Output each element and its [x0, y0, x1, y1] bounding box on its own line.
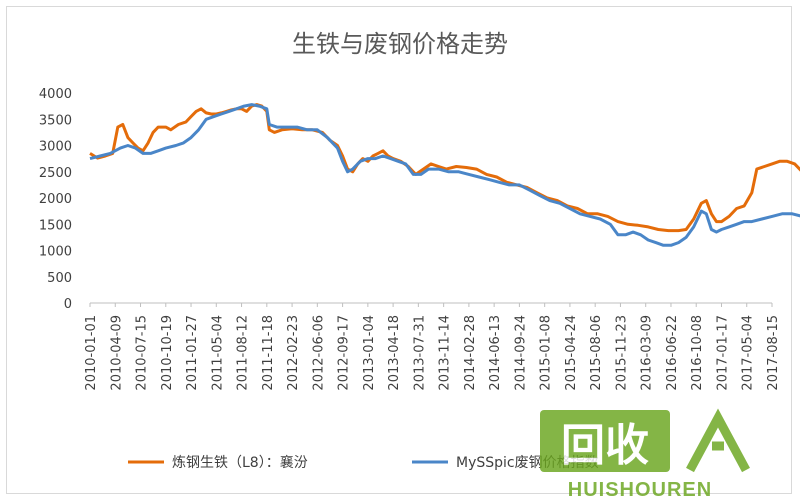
series-line-1 — [89, 103, 800, 233]
chart-title: 生铁与废钢价格走势 — [292, 30, 508, 58]
legend: 炼钢生铁（L8）：襄汾 MySSpic废钢价格指数 — [128, 455, 599, 471]
x-tick-label: 2016-10-08 — [690, 315, 705, 391]
x-tick-label: 2015-11-23 — [614, 315, 629, 391]
y-tick-label: 1500 — [39, 218, 72, 233]
y-tick-label: 3000 — [39, 140, 72, 155]
watermark-badge — [540, 410, 670, 472]
x-tick-label: 2013-01-04 — [362, 315, 377, 391]
x-tick-label: 2011-11-18 — [261, 315, 276, 391]
x-tick-label: 2014-06-13 — [488, 315, 503, 391]
x-tick-label: 2014-09-24 — [513, 315, 528, 391]
x-tick-label: 2014-02-28 — [463, 315, 478, 391]
x-tick-label: 2015-01-08 — [539, 315, 554, 391]
x-tick-label: 2017-05-04 — [741, 315, 756, 391]
x-tick-label: 2013-07-31 — [412, 315, 427, 391]
x-tick-label: 2016-06-22 — [665, 315, 680, 391]
x-tick-label: 2012-06-06 — [311, 315, 326, 391]
watermark-sub-text: HUISHOUREN — [568, 479, 712, 500]
y-tick-label: 2500 — [39, 166, 72, 181]
y-tick-label: 500 — [47, 271, 72, 286]
legend-label-1: 炼钢生铁（L8）：襄汾 — [172, 455, 308, 471]
y-tick-label: 4000 — [39, 87, 72, 102]
x-tick-label: 2010-01-01 — [84, 315, 99, 391]
x-tick-label: 2012-09-17 — [337, 315, 352, 391]
x-tick-label: 2011-01-27 — [185, 315, 200, 391]
y-axis: 0 500 1000 1500 2000 2500 3000 3500 4000 — [39, 87, 72, 312]
x-tick-label: 2017-01-17 — [715, 315, 730, 391]
y-tick-label: 0 — [64, 297, 72, 312]
x-axis: 2010-01-01 2010-04-09 2010-07-15 2010-10-19… — [84, 302, 781, 391]
watermark-person-icon — [686, 408, 750, 473]
x-tick-label: 2010-07-15 — [135, 315, 150, 391]
watermark-main-text: 回收 — [561, 421, 649, 470]
x-tick-label: 2011-05-04 — [210, 315, 225, 391]
series-line-2 — [89, 103, 800, 247]
x-tick-label: 2012-02-23 — [286, 315, 301, 391]
watermark-logo: 回收 HUISHOUREN — [540, 408, 750, 500]
x-tick-label: 2016-03-09 — [640, 315, 655, 391]
x-tick-label: 2013-04-18 — [387, 315, 402, 391]
y-tick-label: 2000 — [39, 192, 72, 207]
x-tick-label: 2011-08-12 — [236, 315, 251, 391]
x-tick-label: 2017-08-15 — [766, 315, 781, 391]
x-tick-label: 2010-04-09 — [109, 315, 124, 391]
x-tick-label: 2013-11-14 — [438, 315, 453, 391]
x-tick-label: 2010-10-19 — [160, 315, 175, 391]
x-tick-label: 2015-08-06 — [589, 315, 604, 391]
y-tick-label: 1000 — [39, 245, 72, 260]
x-tick-label: 2015-04-24 — [564, 315, 579, 391]
series-layer — [89, 103, 800, 247]
y-tick-label: 3500 — [39, 113, 72, 128]
